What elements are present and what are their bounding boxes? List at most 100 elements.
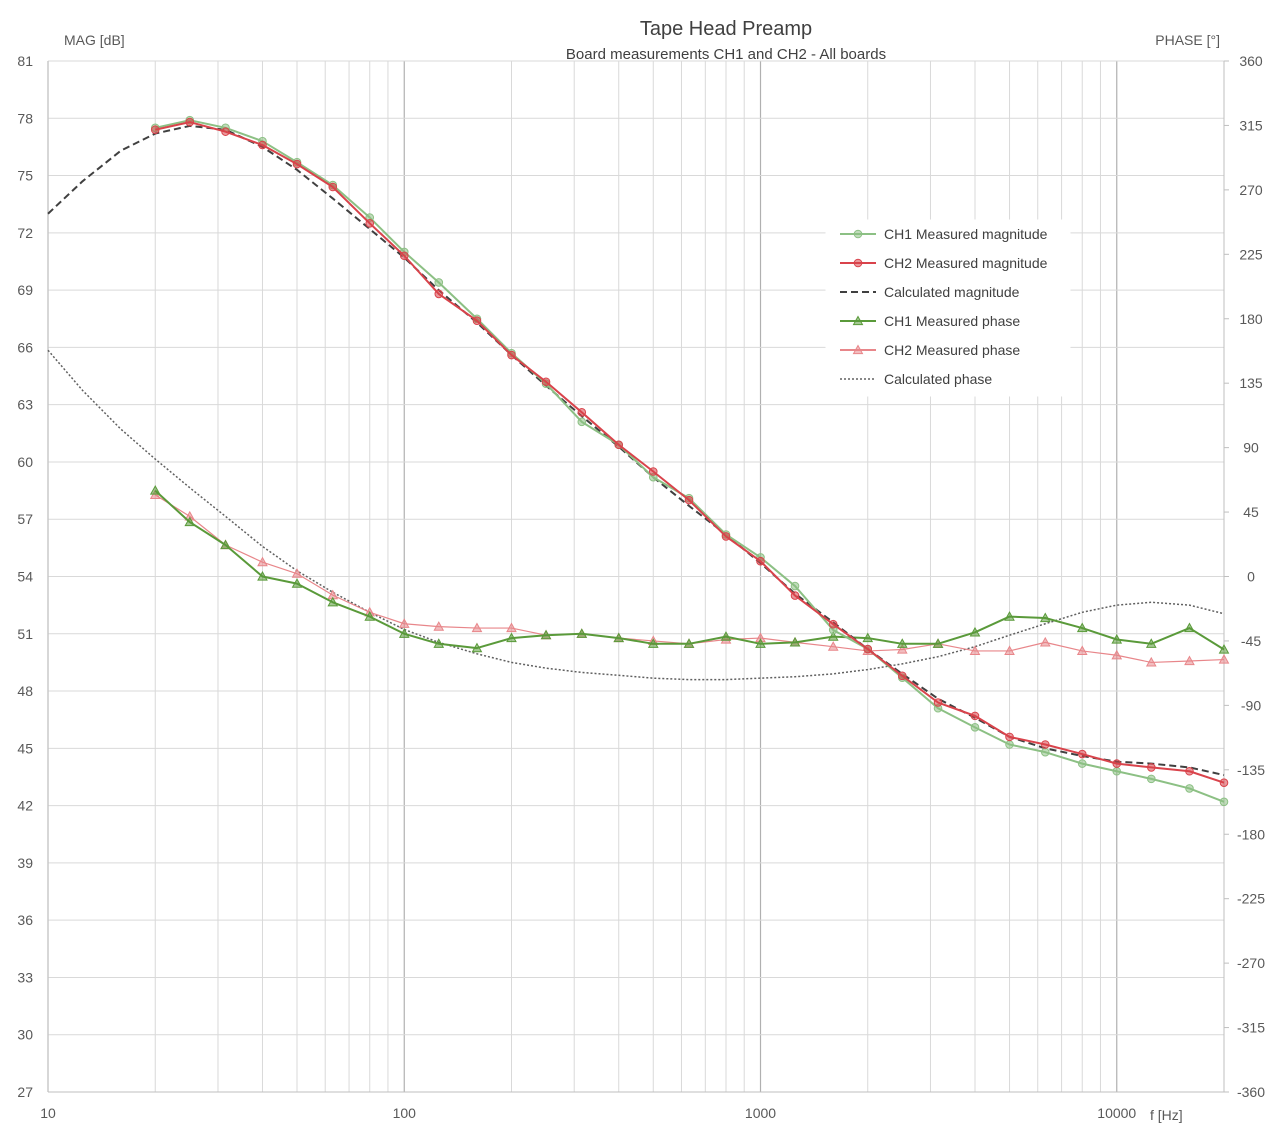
ch1-measured-magnitude-point — [1112, 766, 1122, 776]
ch1-measured-phase-point — [398, 628, 410, 638]
y-tick-label-right: -45 — [1241, 633, 1261, 649]
ch1-measured-phase-point — [1184, 622, 1195, 633]
ch1-measured-magnitude-point — [434, 278, 444, 287]
grid — [47, 60, 1225, 1093]
y-tick-label-left: 51 — [17, 626, 33, 642]
ch1-measured-phase-point — [720, 631, 732, 641]
y-tick-label-left: 42 — [17, 798, 33, 814]
y-tick-label-right: -135 — [1237, 762, 1265, 778]
ch2-measured-magnitude-point — [933, 698, 943, 707]
ch1-measured-phase-point — [789, 636, 801, 647]
y-tick-label-left: 45 — [17, 740, 33, 756]
ch2-measured-phase-point — [398, 618, 410, 628]
y-tick-label-right: -270 — [1237, 955, 1265, 971]
legend-label: Calculated magnitude — [884, 284, 1020, 300]
y-axis-left-label: MAG [dB] — [64, 32, 125, 48]
legend-item: Calculated magnitude — [840, 284, 1020, 300]
y-tick-label-left: 63 — [17, 397, 33, 413]
axes: 81 78 75 72 69 66 63 60 57 54 51 48 45 42 39 36 33 30 27 36… — [17, 53, 1265, 1121]
ch1-measured-phase-point — [506, 632, 517, 643]
y-tick-label-left: 72 — [17, 225, 33, 241]
ch1-measured-phase-point — [1076, 622, 1088, 633]
series-line — [154, 489, 1225, 651]
ch2-measured-magnitude-point — [1146, 763, 1156, 772]
ch1-measured-magnitude-point — [790, 581, 800, 591]
x-tick-label: 10000 — [1097, 1105, 1136, 1121]
y-tick-label-right: -90 — [1241, 697, 1261, 713]
ch2-measured-phase-point — [1184, 655, 1195, 666]
ch1-measured-phase-point — [896, 638, 908, 648]
ch2-measured-magnitude-point — [328, 182, 338, 192]
ch2-measured-magnitude-point — [1040, 740, 1050, 749]
ch2-measured-phase-point — [827, 641, 839, 651]
y-tick-label-right: 0 — [1247, 569, 1255, 585]
ch2-measured-magnitude-point — [721, 532, 731, 541]
legend-item: CH2 Measured phase — [840, 342, 1020, 358]
ch2-measured-phase-point — [969, 645, 981, 656]
ch1-measured-phase-point — [647, 638, 659, 648]
x-tick-label: 100 — [393, 1105, 417, 1121]
ch2-measured-phase-point — [471, 622, 483, 633]
ch2-measured-magnitude-point — [790, 591, 800, 600]
ch2-measured-phase-point — [291, 568, 303, 578]
ch1-measured-phase-point — [291, 578, 303, 588]
ch2-measured-phase-point — [1076, 645, 1088, 656]
ch1-measured-phase-point — [149, 485, 161, 495]
ch2-measured-phase-point — [1004, 645, 1015, 656]
legend-item: CH2 Measured magnitude — [840, 255, 1048, 271]
y-tick-label-right: 135 — [1239, 375, 1263, 391]
legend-item: CH1 Measured phase — [840, 313, 1020, 329]
ch1-measured-phase-point — [932, 638, 944, 648]
legend-label: CH2 Measured phase — [884, 342, 1020, 358]
ch1-measured-phase-point — [1145, 638, 1157, 648]
y-tick-label-right: 45 — [1243, 504, 1259, 520]
ch2-measured-phase-point — [506, 622, 517, 633]
series-layer — [47, 115, 1230, 807]
chart-title: Tape Head Preamp — [640, 18, 812, 40]
legend-label: CH1 Measured magnitude — [884, 226, 1048, 242]
ch2-measured-phase-point — [896, 643, 908, 654]
y-tick-label-left: 69 — [17, 282, 33, 298]
ch1-measured-magnitude-point — [1040, 747, 1050, 757]
ch2-measured-magnitude-point — [399, 251, 409, 261]
ch1-measured-magnitude-point — [1185, 784, 1194, 793]
ch1-measured-phase-point — [1039, 612, 1051, 623]
ch2-measured-magnitude-point — [853, 258, 863, 268]
ch2-measured-magnitude-point — [970, 711, 980, 721]
legend-label: CH2 Measured magnitude — [884, 255, 1048, 271]
ch2-measured-magnitude-point — [648, 467, 658, 476]
ch2-measured-magnitude-point — [365, 218, 375, 228]
ch1-measured-phase-point — [364, 611, 376, 621]
ch1-measured-phase-point — [433, 638, 445, 648]
y-tick-label-right: -180 — [1237, 826, 1265, 842]
y-tick-label-left: 60 — [17, 454, 33, 470]
ch2-measured-magnitude-point — [1005, 732, 1014, 742]
ch2-measured-magnitude-point — [1219, 778, 1229, 788]
ch2-measured-phase-point — [1218, 654, 1230, 664]
y-tick-label-left: 36 — [17, 912, 33, 928]
ch2-measured-magnitude-point — [258, 140, 267, 150]
calculated-phase-series — [47, 349, 1225, 681]
series-line — [154, 494, 1225, 664]
y-tick-label-left: 27 — [17, 1084, 33, 1100]
y-tick-label-right: 180 — [1239, 311, 1263, 327]
y-tick-label-right: 225 — [1239, 246, 1263, 262]
x-axis-label: f [Hz] — [1150, 1107, 1183, 1123]
y-tick-label-left: 75 — [17, 168, 33, 184]
series-line — [47, 349, 1225, 681]
ch1-measured-phase-point — [220, 539, 231, 550]
y-tick-label-left: 78 — [17, 110, 33, 126]
ch1-measured-magnitude-point — [1146, 774, 1156, 784]
ch2-measured-magnitude-point — [541, 377, 551, 387]
ch1-measured-phase-point — [471, 642, 483, 653]
ch1-measured-phase-point — [755, 638, 766, 648]
ch1-measured-phase-point — [683, 638, 695, 648]
ch2-measured-magnitude-point — [684, 495, 694, 505]
ch1-measured-magnitude-point — [970, 723, 980, 732]
ch2-measured-magnitude-point — [828, 619, 838, 629]
ch2-measured-magnitude-point — [577, 408, 587, 417]
legend-item: CH1 Measured magnitude — [840, 226, 1048, 242]
ch1-measured-magnitude-point — [1219, 797, 1229, 807]
ch1-measured-phase-point — [969, 626, 981, 637]
